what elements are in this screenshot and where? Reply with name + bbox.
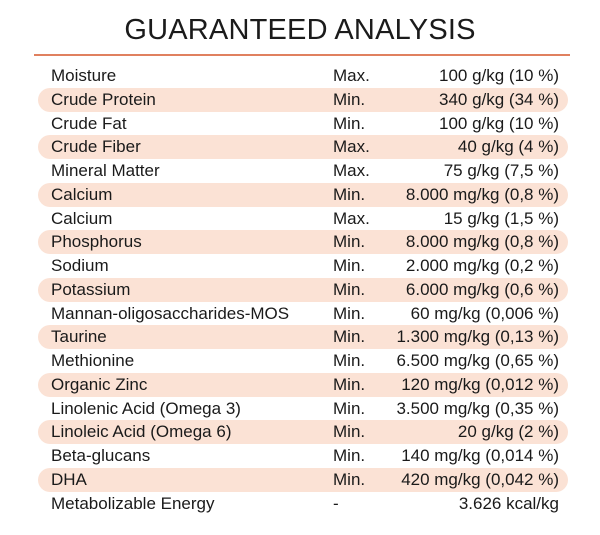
nutrient-qualifier: Min. [333, 113, 366, 133]
nutrient-name: Calcium [51, 184, 113, 204]
table-row: Crude Fat Min. 100 g/kg (10 %) [38, 112, 568, 136]
nutrient-name: Mannan-oligosaccharides-MOS [51, 303, 290, 323]
table-row: Methionine Min. 6.500 mg/kg (0,65 %) [38, 349, 568, 373]
nutrient-qualifier: Min. [333, 351, 366, 370]
nutrient-value: 40 g/kg (4 %) [457, 137, 559, 157]
nutrient-name: Methionine [51, 351, 135, 370]
table-row: Taurine Min. 1.300 mg/kg (0,13 %) [38, 325, 568, 349]
nutrient-name: Metabolizable Energy [51, 493, 215, 513]
analysis-table: Moisture Max. 100 g/kg (10 %) Crude Protei… [38, 64, 568, 515]
table-row: Linolenic Acid (Omega 3) Min. 3.500 mg/kg … [38, 397, 568, 421]
table-row: Mannan-oligosaccharides-MOS Min. 60 mg/kg … [38, 302, 568, 326]
table-row: Calcium Max. 15 g/kg (1,5 %) [38, 207, 568, 231]
table-row: DHA Min. 420 mg/kg (0,042 %) [38, 467, 568, 492]
table-row: Moisture Max. 100 g/kg (10 %) [38, 64, 568, 88]
nutrient-value: 8.000 mg/kg (0,8 %) [405, 232, 559, 252]
table-row: Linoleic Acid (Omega 6) Min. 20 g/kg (2 %) [38, 420, 568, 444]
nutrient-name: Sodium [51, 256, 109, 275]
nutrient-name: Crude Protein [51, 89, 156, 109]
table-row: Beta-glucans Min. 140 mg/kg (0,014 %) [38, 444, 568, 468]
nutrient-qualifier: Min. [333, 398, 366, 418]
nutrient-qualifier: Min. [333, 89, 366, 109]
nutrient-value: 20 g/kg (2 %) [457, 422, 559, 442]
table-row: Potassium Min. 6.000 mg/kg (0,6 %) [38, 277, 568, 302]
nutrient-name: Crude Fat [51, 113, 127, 133]
nutrient-qualifier: Min. [333, 446, 366, 465]
nutrient-value: 60 mg/kg (0,006 %) [410, 303, 559, 323]
nutrient-value: 340 g/kg (34 %) [438, 89, 559, 109]
nutrient-value: 140 mg/kg (0,014 %) [401, 446, 559, 465]
nutrient-name: DHA [51, 469, 87, 489]
nutrient-qualifier: Min. [333, 256, 366, 275]
nutrient-qualifier: Max. [333, 161, 370, 180]
nutrient-name: Taurine [51, 327, 107, 347]
nutrient-name: Phosphorus [51, 232, 142, 252]
table-row: Crude Protein Min. 340 g/kg (34 %) [38, 87, 568, 112]
nutrient-value: 3.500 mg/kg (0,35 %) [396, 398, 559, 418]
nutrient-value: 8.000 mg/kg (0,8 %) [405, 184, 559, 204]
nutrient-qualifier: Max. [333, 66, 370, 85]
table-row: Metabolizable Energy - 3.626 kcal/kg [38, 492, 568, 516]
nutrient-name: Moisture [51, 66, 117, 85]
nutrient-qualifier: Min. [333, 422, 366, 442]
table-row: Calcium Min. 8.000 mg/kg (0,8 %) [38, 182, 568, 207]
nutrient-qualifier: - [333, 493, 339, 513]
table-row: Mineral Matter Max. 75 g/kg (7,5 %) [38, 159, 568, 183]
nutrient-value: 15 g/kg (1,5 %) [443, 208, 559, 228]
nutrient-qualifier: Min. [333, 374, 366, 394]
nutrient-value: 120 mg/kg (0,012 %) [401, 374, 559, 394]
nutrient-value: 2.000 mg/kg (0,2 %) [405, 256, 559, 275]
nutrient-value: 3.626 kcal/kg [458, 493, 559, 513]
nutrient-name: Organic Zinc [51, 374, 148, 394]
nutrient-name: Crude Fiber [51, 137, 141, 157]
table-row: Organic Zinc Min. 120 mg/kg (0,012 %) [38, 372, 568, 397]
title-divider [34, 54, 570, 56]
nutrient-value: 100 g/kg (10 %) [438, 113, 559, 133]
nutrient-value: 6.500 mg/kg (0,65 %) [396, 351, 559, 370]
page-title: GUARANTEED ANALYSIS [124, 14, 476, 46]
nutrient-name: Beta-glucans [51, 446, 151, 465]
nutrient-value: 100 g/kg (10 %) [438, 66, 559, 85]
nutrient-name: Potassium [51, 279, 131, 299]
table-row: Sodium Min. 2.000 mg/kg (0,2 %) [38, 254, 568, 278]
nutrient-name: Calcium [51, 208, 113, 228]
nutrient-qualifier: Min. [333, 469, 366, 489]
nutrient-value: 1.300 mg/kg (0,13 %) [396, 327, 559, 347]
nutrient-name: Linolenic Acid (Omega 3) [51, 398, 241, 418]
table-row: Crude Fiber Max. 40 g/kg (4 %) [38, 135, 568, 159]
nutrient-qualifier: Min. [333, 327, 366, 347]
nutrient-value: 420 mg/kg (0,042 %) [401, 469, 559, 489]
nutrient-name: Mineral Matter [51, 161, 160, 180]
nutrient-qualifier: Min. [333, 279, 366, 299]
nutrient-qualifier: Min. [333, 232, 366, 252]
nutrient-qualifier: Max. [333, 137, 370, 157]
nutrient-qualifier: Min. [333, 303, 366, 323]
nutrient-value: 6.000 mg/kg (0,6 %) [405, 279, 559, 299]
nutrient-name: Linoleic Acid (Omega 6) [51, 422, 232, 442]
nutrient-value: 75 g/kg (7,5 %) [443, 161, 559, 180]
nutrient-qualifier: Max. [333, 208, 370, 228]
nutrient-qualifier: Min. [333, 184, 366, 204]
table-row: Phosphorus Min. 8.000 mg/kg (0,8 %) [38, 230, 568, 254]
